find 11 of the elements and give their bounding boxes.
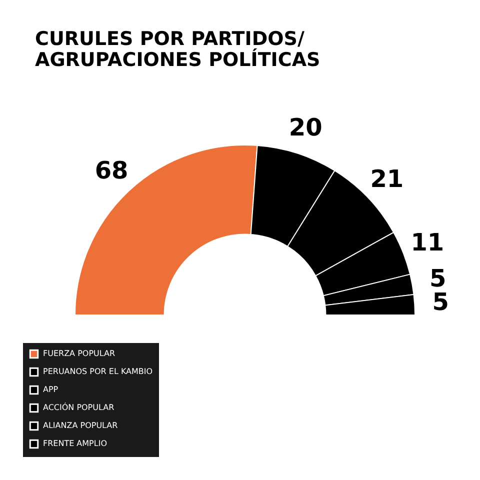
legend-label: FRENTE AMPLIO — [43, 439, 107, 448]
legend-label: FUERZA POPULAR — [43, 349, 116, 358]
legend-label: APP — [43, 385, 58, 394]
data-label: 21 — [370, 164, 404, 193]
legend-label: ALIANZA POPULAR — [43, 421, 118, 430]
legend-label: PERUANOS POR EL KAMBIO — [43, 367, 153, 376]
data-label: 20 — [288, 114, 322, 142]
legend-label: ACCIÓN POPULAR — [43, 402, 115, 412]
chart-title: CURULES POR PARTIDOS/ AGRUPACIONES POLÍTICAS — [35, 28, 320, 71]
data-label: 68 — [94, 156, 128, 184]
data-label: 11 — [410, 228, 444, 256]
